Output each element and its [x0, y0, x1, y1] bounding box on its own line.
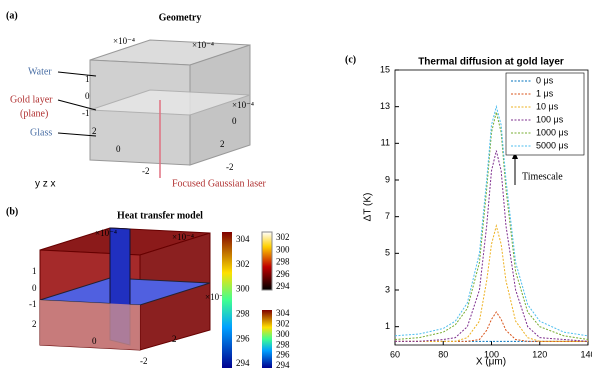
panel-a: (a) Geometry Water Gold layer (plane) Gl…	[6, 10, 267, 189]
panel-label: (b)	[6, 206, 18, 217]
tick: 1	[85, 74, 90, 84]
tick: -2	[226, 162, 234, 172]
tick: -1	[82, 108, 90, 118]
colorbar-tick: 302	[236, 259, 250, 269]
y-tick-label: 7	[385, 211, 390, 221]
colorbar-tick: 302	[276, 318, 290, 328]
colorbar-tick: 302	[276, 232, 290, 242]
tick: 0	[232, 116, 237, 126]
label: (plane)	[20, 108, 48, 119]
colorbar-tick: 300	[276, 244, 290, 254]
tick: 0	[92, 336, 97, 346]
scale: ×10⁻⁴	[172, 232, 194, 242]
tick: 1	[32, 266, 37, 276]
chart-title: Thermal diffusion at gold layer	[418, 57, 564, 68]
tick: 2	[32, 319, 37, 329]
title: Geometry	[159, 12, 202, 23]
colorbar-tick: 298	[276, 339, 290, 349]
y-tick-label: 5	[385, 248, 390, 258]
legend-label: 0 μs	[536, 75, 554, 85]
series-line	[395, 226, 588, 342]
label: Glass	[30, 127, 52, 138]
y-tick-label: 1	[385, 321, 390, 331]
y-tick-label: 3	[385, 284, 390, 294]
triad: y z x	[35, 179, 56, 190]
tick: -2	[142, 166, 150, 176]
colorbar-tick: 296	[236, 333, 250, 343]
tick: 0	[116, 144, 121, 154]
colorbar-tick: 294	[236, 358, 250, 368]
panel-b: (b) Heat transfer model ×10⁻⁴ ×10⁻⁴ ×10⁻…	[6, 206, 272, 368]
label: Focused Gaussian laser	[172, 178, 267, 189]
scale: ×10⁻⁴	[95, 228, 117, 238]
tick: 0	[32, 283, 37, 293]
title: Heat transfer model	[117, 210, 203, 221]
tick: -1	[29, 299, 37, 309]
colorbar-tick: 296	[276, 269, 290, 279]
panel-label: (c)	[345, 54, 356, 65]
legend-label: 100 μs	[536, 114, 564, 124]
y-axis-label: ΔT (K)	[363, 193, 374, 222]
label: Gold layer	[10, 94, 53, 105]
colorbar-tick: 296	[276, 350, 290, 360]
scale: ×10⁻⁴	[232, 100, 254, 110]
x-tick-label: 140	[580, 349, 592, 359]
annotation: Timescale	[522, 171, 563, 182]
glass-front	[40, 300, 140, 350]
figure: (a) Geometry Water Gold layer (plane) Gl…	[0, 0, 592, 371]
tick: 0	[85, 91, 90, 101]
y-tick-label: 13	[380, 101, 390, 111]
colorbar-tick: 300	[276, 329, 290, 339]
scale: ×10⁻⁴	[192, 40, 214, 50]
label: Water	[28, 66, 52, 77]
scale: ×10⁻⁴	[113, 36, 135, 46]
panel-c: (c) Thermal diffusion at gold layer X (μ…	[345, 54, 592, 367]
legend-label: 5000 μs	[536, 140, 569, 150]
colorbar	[262, 232, 272, 290]
colorbar-tick: 300	[236, 284, 250, 294]
x-tick-label: 100	[484, 349, 499, 359]
colorbar	[262, 310, 272, 368]
panel-label: (a)	[6, 10, 18, 21]
y-tick-label: 9	[385, 174, 390, 184]
y-tick-label: 15	[380, 64, 390, 74]
colorbar	[222, 232, 232, 368]
tick: 2	[172, 334, 177, 344]
colorbar-tick: 298	[276, 257, 290, 267]
y-tick-label: 11	[381, 138, 390, 148]
tick: 2	[92, 126, 97, 136]
x-tick-label: 120	[532, 349, 547, 359]
colorbar-tick: 304	[276, 308, 290, 318]
tick: 2	[220, 139, 225, 149]
colorbar-tick: 294	[276, 360, 290, 370]
legend-label: 1000 μs	[536, 127, 569, 137]
x-tick-label: 80	[438, 349, 448, 359]
colorbar-tick: 294	[276, 281, 290, 291]
colorbar-tick: 298	[236, 308, 250, 318]
colorbar-tick: 304	[236, 234, 250, 244]
tick: -2	[140, 356, 148, 366]
x-tick-label: 60	[390, 349, 400, 359]
legend-label: 10 μs	[536, 101, 559, 111]
legend-label: 1 μs	[536, 88, 554, 98]
